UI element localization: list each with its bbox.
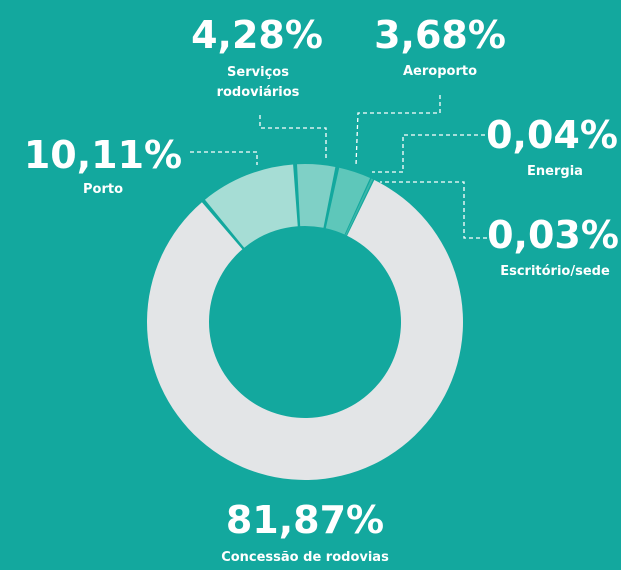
leader: [190, 151, 258, 165]
category-label: Concessão de rodovias: [221, 550, 389, 565]
value-label: 0,04%: [486, 113, 618, 157]
donut-segment: [147, 180, 464, 481]
value-label: 0,03%: [487, 213, 619, 257]
value-label: 81,87%: [225, 498, 385, 542]
category-label: Energia: [527, 164, 583, 179]
leader: [259, 115, 327, 160]
leader: [380, 181, 487, 239]
category-label: Serviços rodoviários: [216, 65, 300, 100]
category-label: Aeroporto: [402, 64, 478, 79]
value-label: 10,11%: [23, 133, 183, 177]
leader: [355, 95, 441, 166]
value-label: 4,28%: [191, 13, 323, 57]
category-label: Escritório/sede: [500, 264, 610, 279]
donut-segment: [204, 164, 298, 248]
donut-segment: [325, 167, 371, 235]
leader: [372, 134, 485, 173]
donut-segment: [297, 163, 336, 228]
donut-segment: [345, 178, 374, 236]
value-label: 3,68%: [374, 13, 506, 57]
category-label: Porto: [82, 182, 124, 197]
